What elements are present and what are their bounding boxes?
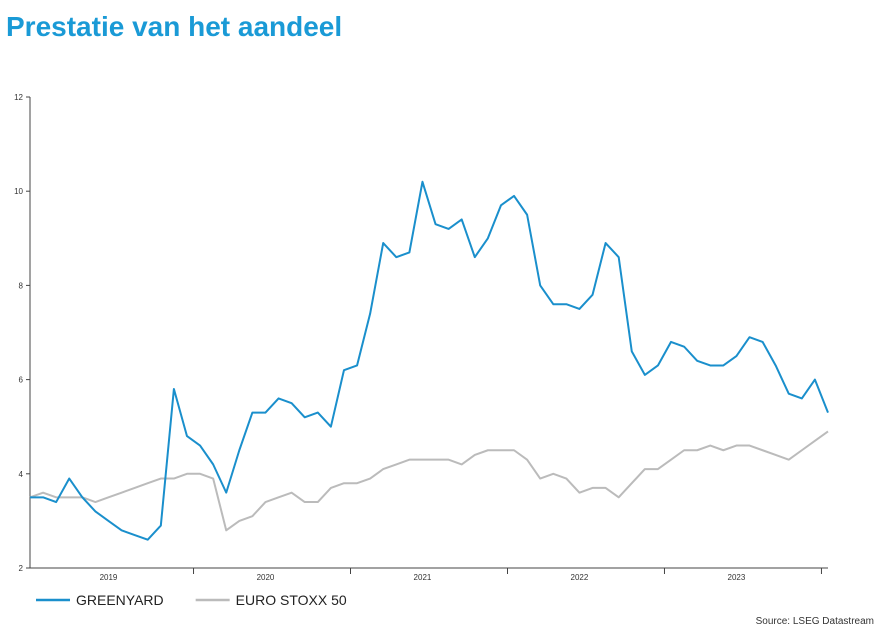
x-tick-label: 2023	[728, 573, 746, 582]
y-tick-label: 2	[19, 564, 24, 573]
legend-label: GREENYARD	[76, 592, 164, 608]
series-line	[29, 430, 829, 532]
series-line	[30, 180, 829, 541]
y-tick-label: 4	[19, 470, 24, 479]
chart-title: Prestatie van het aandeel	[6, 11, 342, 42]
legend-label: EURO STOXX 50	[236, 592, 347, 608]
x-tick-label: 2020	[257, 573, 275, 582]
x-tick-label: 2021	[414, 573, 432, 582]
y-tick-label: 12	[14, 93, 23, 102]
x-tick-label: 2019	[100, 573, 118, 582]
y-tick-label: 8	[19, 281, 24, 290]
y-tick-label: 10	[14, 187, 23, 196]
x-tick-label: 2022	[571, 573, 589, 582]
source: Source: LSEG Datastream	[756, 616, 874, 627]
y-tick-label: 6	[19, 376, 24, 385]
